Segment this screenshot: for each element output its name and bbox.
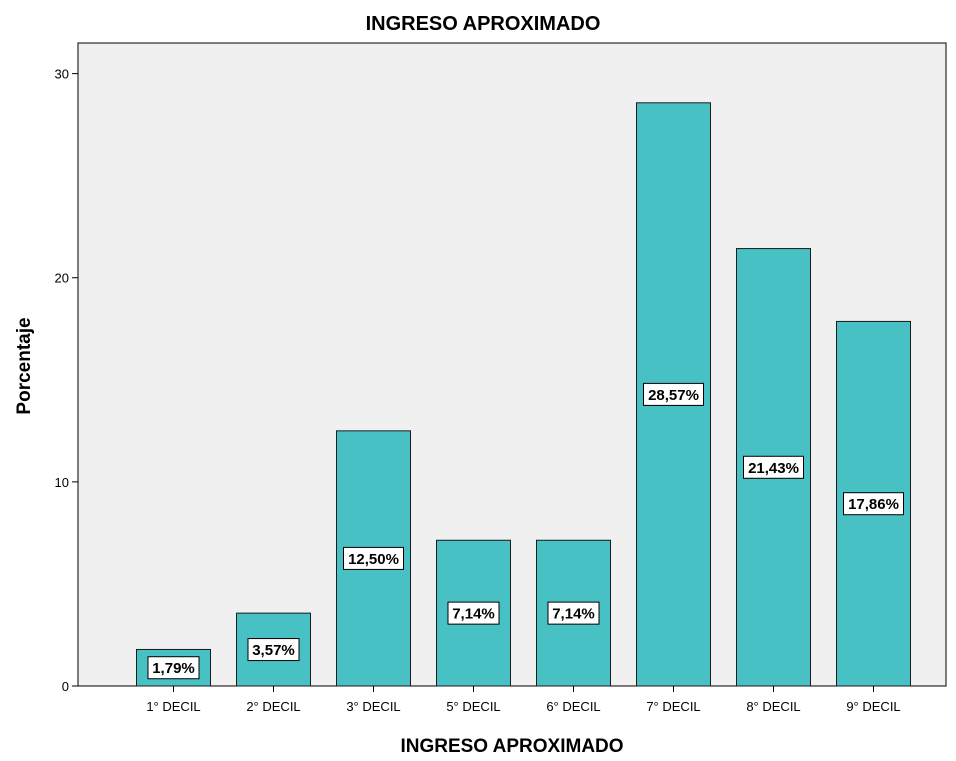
data-label: 21,43% [748,460,799,477]
x-axis-title: INGRESO APROXIMADO [400,736,623,756]
data-label-box [743,455,804,479]
data-label-box [147,656,200,680]
data-label: 7,14% [452,606,495,623]
data-label: 7,14% [552,606,595,623]
x-tick-label: 9° DECIL [846,699,900,714]
y-tick-label: 30 [55,67,69,82]
plot-area [77,42,947,687]
x-tick-label: 8° DECIL [746,699,800,714]
data-label-box [843,492,904,516]
y-axis-title: Porcentaje [14,317,35,414]
x-tick-label: 2° DECIL [246,699,300,714]
x-tick-label: 1° DECIL [146,699,200,714]
data-label: 12,50% [348,551,399,568]
data-label: 3,57% [252,642,295,659]
data-label-box [343,546,404,570]
data-label: 17,86% [848,496,899,513]
data-label-box [547,601,600,625]
data-label-box [447,601,500,625]
chart-title: INGRESO APROXIMADO [366,13,601,35]
y-tick-label: 10 [55,475,69,490]
x-tick-label: 5° DECIL [446,699,500,714]
y-axis: 0 10 20 30 [55,67,78,694]
data-label-box [643,382,704,406]
data-label: 28,57% [648,387,699,404]
x-tick-label: 3° DECIL [346,699,400,714]
y-tick-label: 20 [55,271,69,286]
data-label-box [247,638,300,662]
x-tick-label: 6° DECIL [546,699,600,714]
y-tick-label: 0 [62,679,69,694]
x-axis: 1° DECIL 2° DECIL 3° DECIL 5° DECIL 6° DECIL… [146,686,901,714]
data-label: 1,79% [152,660,195,677]
bars: 1,79% 3,57% 12,50% 7,14% 7,14% 28,57% 21,43% 17… [136,102,911,687]
x-tick-label: 7° DECIL [646,699,700,714]
